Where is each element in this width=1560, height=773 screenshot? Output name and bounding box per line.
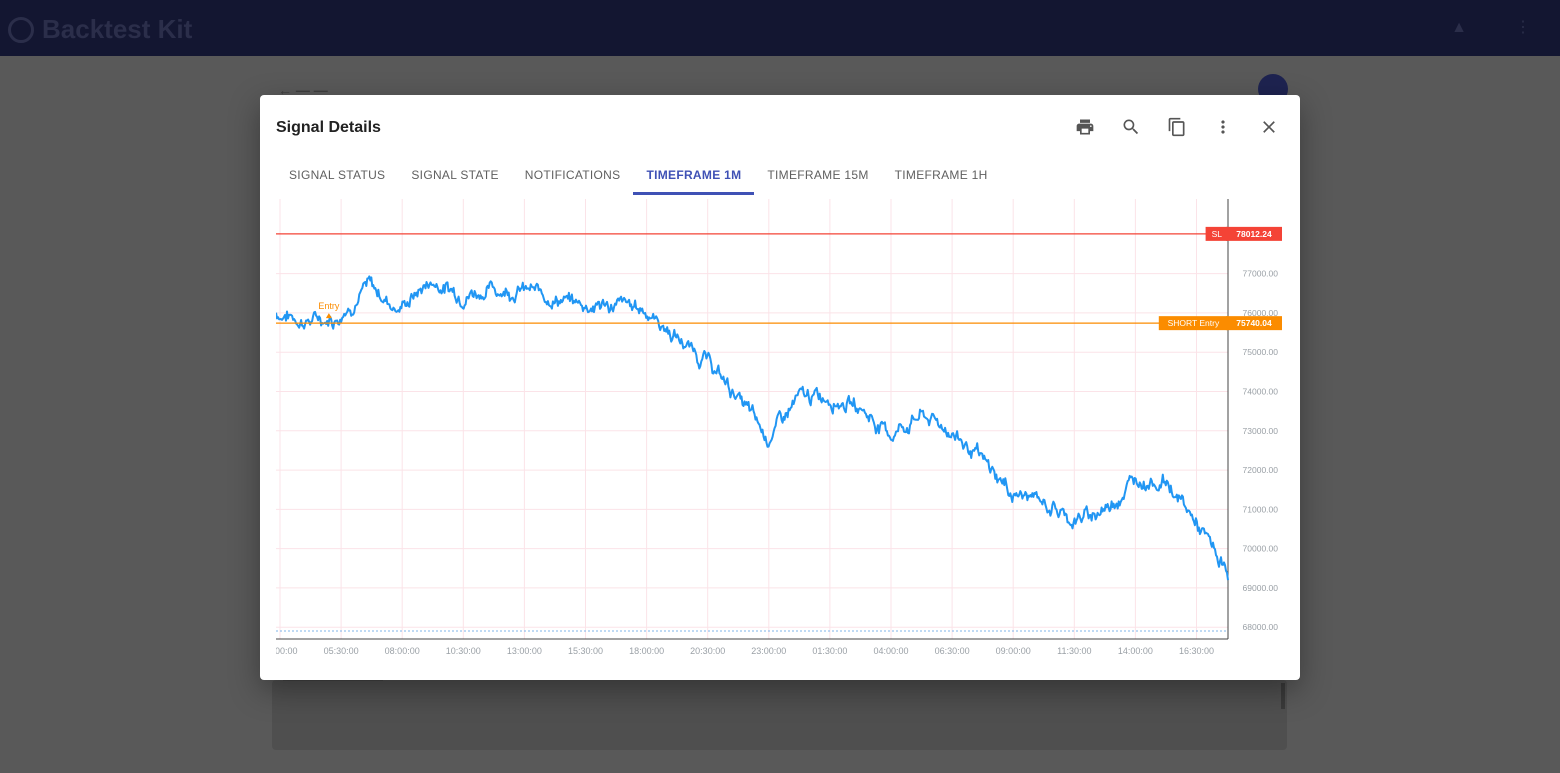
y-tick-label: 72000.00 [1243,465,1279,475]
background-divider [283,679,383,681]
x-tick-label: 01:30:00 [812,646,847,656]
tab-timeframe-15m[interactable]: TIMEFRAME 15M [767,168,869,182]
y-tick-label: 69000.00 [1243,583,1279,593]
x-tick-label: 11:30:00 [1057,646,1091,656]
sl-label-box [1205,226,1228,241]
signal-details-dialog: Signal Details SIGNAL STATUS SIGNAL STAT… [260,95,1300,680]
brand: Backtest Kit [8,14,192,45]
price-series-line [276,275,1229,581]
entry-value-label: 75740.04 [1236,318,1272,328]
x-tick-label: 10:30:00 [446,646,481,656]
x-tick-label: 05:30:00 [324,646,359,656]
y-tick-label: 76000.00 [1243,308,1279,318]
more-button[interactable] [1206,115,1240,139]
price-chart[interactable]: 03:00:00 05:30:00 08:00:00 10:30:00 13:00:00… [276,199,1286,659]
x-tick-label: 13:00:00 [507,646,542,656]
y-tick-label: 75000.00 [1243,347,1279,357]
brand-name: Backtest Kit [42,14,193,44]
search-icon [1123,119,1139,135]
tab-signal-state[interactable]: SIGNAL STATE [411,168,499,182]
y-tick-label: 68000.00 [1243,622,1279,632]
dialog-actions [1068,115,1286,139]
y-tick-label: 77000.00 [1243,269,1279,279]
entry-label-box [1158,316,1228,331]
copy-icon [1168,117,1185,137]
dialog-title: Signal Details [276,119,381,136]
app-menu-icon[interactable]: ⋮ [1515,19,1531,36]
background-scrollbar [1281,683,1285,709]
copy-button[interactable] [1160,115,1194,139]
tab-signal-status[interactable]: SIGNAL STATUS [289,168,386,182]
x-tick-label: 06:30:00 [935,646,970,656]
entry-value-box [1226,316,1282,331]
background-card [272,680,1287,750]
entry-label: SHORT Entry [1168,318,1220,328]
x-tick-label: 03:00:00 [276,646,298,656]
tab-timeframe-1h[interactable]: TIMEFRAME 1H [894,168,988,182]
x-tick-label: 14:00:00 [1118,646,1153,656]
x-tick-label: 16:30:00 [1179,646,1214,656]
sl-value-label: 78012.24 [1236,229,1272,239]
y-tick-label: 70000.00 [1243,544,1279,554]
sl-label: SL [1212,229,1223,239]
y-tick-label: 74000.00 [1243,387,1279,397]
y-tick-label: 71000.00 [1243,504,1279,514]
app-bar: Backtest Kit ▲ ⋮ [0,0,1560,56]
tab-timeframe-1m[interactable]: TIMEFRAME 1M [633,155,755,195]
tab-bar: SIGNAL STATUS SIGNAL STATE NOTIFICATIONS… [276,155,1001,195]
tab-notifications[interactable]: NOTIFICATIONS [524,168,621,182]
print-button[interactable] [1068,115,1102,139]
x-tick-label: 18:00:00 [629,646,664,656]
logo-icon [8,16,34,43]
notification-icon[interactable]: ▲ [1451,19,1467,36]
close-button[interactable] [1252,115,1286,139]
background-breadcrumb: ← — — [278,82,328,98]
more-vert-icon [1221,120,1225,134]
entry-marker-arrow [325,313,332,319]
x-tick-label: 09:00:00 [996,646,1031,656]
x-tick-label: 23:00:00 [751,646,786,656]
entry-marker-label: Entry [318,301,340,311]
search-button[interactable] [1114,115,1148,139]
sl-value-box [1226,226,1282,241]
x-tick-label: 15:30:00 [568,646,603,656]
print-icon [1076,119,1094,135]
x-tick-label: 04:00:00 [873,646,908,656]
x-tick-label: 20:30:00 [690,646,725,656]
close-icon [1263,121,1275,133]
x-tick-label: 08:00:00 [385,646,420,656]
y-tick-label: 73000.00 [1243,426,1279,436]
